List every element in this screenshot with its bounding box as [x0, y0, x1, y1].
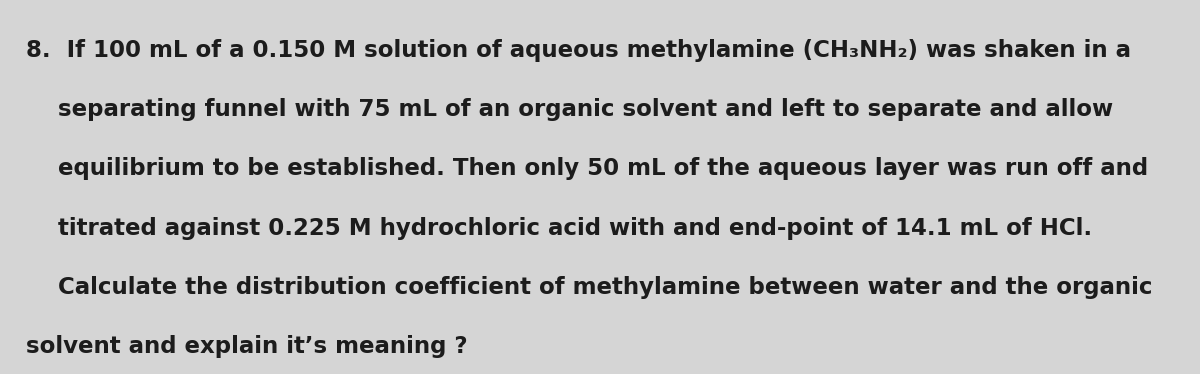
Text: solvent and explain it’s meaning ?: solvent and explain it’s meaning ? — [26, 335, 468, 358]
Text: titrated against 0.225 M hydrochloric acid with and end-point of 14.1 mL of HCl.: titrated against 0.225 M hydrochloric ac… — [26, 217, 1092, 239]
Text: 8.  If 100 mL of a 0.150 M solution of aqueous methylamine (CH₃NH₂) was shaken i: 8. If 100 mL of a 0.150 M solution of aq… — [26, 39, 1132, 62]
Text: equilibrium to be established. Then only 50 mL of the aqueous layer was run off : equilibrium to be established. Then only… — [26, 157, 1148, 180]
Text: separating funnel with 75 mL of an organic solvent and left to separate and allo: separating funnel with 75 mL of an organ… — [26, 98, 1114, 121]
Text: Calculate the distribution coefficient of methylamine between water and the orga: Calculate the distribution coefficient o… — [26, 276, 1153, 298]
